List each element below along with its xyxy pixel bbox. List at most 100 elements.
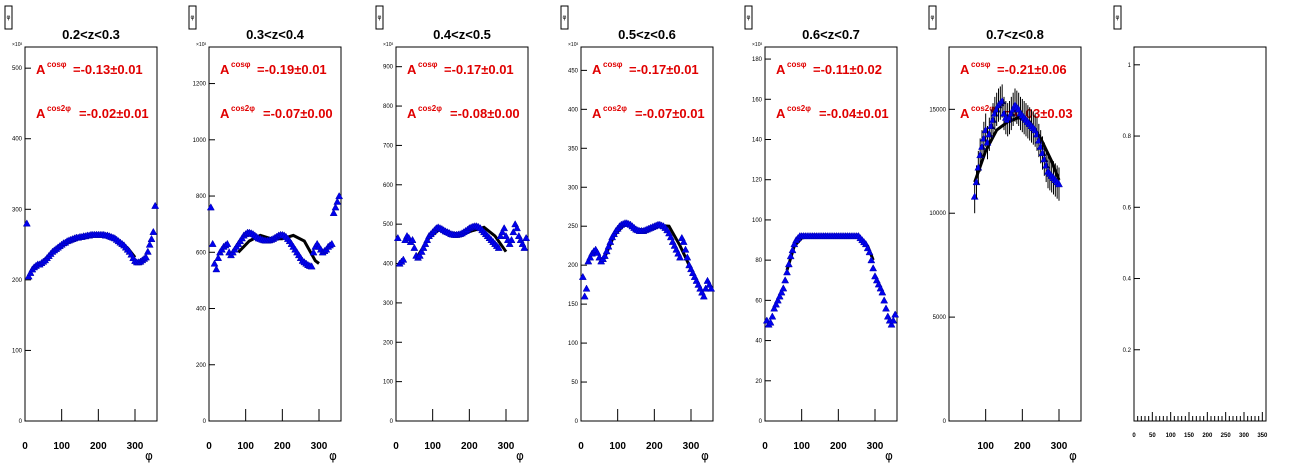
data-point bbox=[604, 242, 613, 250]
data-point bbox=[509, 228, 518, 236]
data-point bbox=[683, 253, 692, 261]
data-point bbox=[408, 235, 417, 243]
y-tick-label: 150 bbox=[568, 302, 579, 308]
data-point bbox=[779, 284, 788, 292]
x-tick-label: 300 bbox=[127, 441, 144, 452]
y-tick-label: 50 bbox=[571, 380, 578, 386]
annotation-superscript: cosφ bbox=[47, 60, 67, 69]
annotation-superscript: cosφ bbox=[971, 60, 991, 69]
y-tick-label: 0 bbox=[203, 419, 207, 425]
annotation-A: A bbox=[776, 62, 786, 77]
data-point bbox=[419, 243, 428, 251]
x-axis-label: φ bbox=[329, 449, 337, 463]
y-tick-label: 140 bbox=[752, 137, 763, 143]
y-tick-label: 800 bbox=[383, 104, 394, 110]
data-point bbox=[582, 284, 591, 292]
annotation-value: =-0.21±0.06 bbox=[997, 62, 1067, 77]
x-tick-label: 0 bbox=[762, 441, 768, 452]
y-tick-label: 250 bbox=[568, 224, 579, 230]
y-tick-label: 10000 bbox=[929, 211, 946, 217]
y-exponent-label: ×10³ bbox=[196, 42, 206, 48]
y-tick-label: 60 bbox=[755, 298, 762, 304]
y-tick-label: 100 bbox=[12, 348, 23, 354]
data-point bbox=[149, 227, 158, 235]
data-point bbox=[989, 115, 997, 123]
data-point bbox=[505, 239, 514, 247]
x-tick-label: 100 bbox=[53, 441, 70, 452]
data-point bbox=[676, 253, 684, 261]
data-point bbox=[701, 284, 710, 292]
data-point bbox=[208, 239, 217, 247]
data-point bbox=[307, 262, 316, 270]
data-point bbox=[393, 233, 402, 241]
data-point bbox=[976, 151, 985, 159]
phi-icon-box bbox=[928, 5, 937, 30]
data-point bbox=[784, 260, 793, 268]
y-tick-label: 500 bbox=[12, 66, 23, 72]
data-point bbox=[212, 265, 221, 273]
y-tick-label: 1200 bbox=[193, 82, 207, 88]
x-tick-label: 100 bbox=[237, 441, 254, 452]
y-tick-label: 120 bbox=[752, 178, 763, 184]
annotation-superscript: cosφ bbox=[418, 60, 438, 69]
data-point bbox=[584, 257, 593, 265]
phi-icon: φ bbox=[7, 14, 11, 21]
annotation-value: =-0.17±0.01 bbox=[629, 62, 699, 77]
chart-title: 0.4<z<0.5 bbox=[433, 27, 491, 42]
y-tick-label: 0 bbox=[759, 419, 763, 425]
x-tick-label: 0 bbox=[393, 441, 399, 452]
data-point bbox=[770, 304, 779, 312]
x-tick-label: 300 bbox=[867, 441, 884, 452]
data-point bbox=[331, 203, 340, 211]
annotation-superscript: cos2φ bbox=[47, 104, 71, 113]
data-point bbox=[887, 320, 896, 328]
data-point bbox=[882, 304, 890, 312]
data-point bbox=[210, 259, 219, 267]
x-tick-label: 100 bbox=[1166, 433, 1177, 439]
annotation-value: =-0.17±0.01 bbox=[444, 62, 514, 77]
chart-title: 0.6<z<0.7 bbox=[802, 27, 860, 42]
annotation-A: A bbox=[36, 106, 46, 121]
x-tick-label: 100 bbox=[424, 441, 441, 452]
y-tick-label: 400 bbox=[383, 262, 394, 268]
chart-title: 0.7<z<0.8 bbox=[986, 27, 1044, 42]
chart-panel-5: φ 0.6<z<0.7 ×10³ 0 20 40 60 80 100 120 140 160 180 0 1… bbox=[744, 5, 900, 463]
data-point bbox=[600, 251, 609, 259]
data-point bbox=[777, 288, 786, 296]
phi-icon: φ bbox=[563, 14, 567, 21]
y-tick-label: 200 bbox=[12, 278, 23, 284]
data-point bbox=[494, 243, 503, 251]
y-tick-label: 40 bbox=[755, 339, 762, 345]
y-tick-label: 400 bbox=[12, 137, 23, 143]
y-tick-label: 80 bbox=[755, 258, 762, 264]
annotation-superscript: cos2φ bbox=[787, 104, 811, 113]
y-tick-label: 100 bbox=[568, 341, 579, 347]
y-tick-label: 20 bbox=[755, 379, 762, 385]
data-point bbox=[681, 245, 690, 253]
y-tick-label: 0.6 bbox=[1123, 205, 1132, 211]
data-point bbox=[327, 239, 336, 247]
data-point bbox=[410, 243, 419, 251]
plot-frame bbox=[1133, 46, 1267, 422]
data-point bbox=[335, 192, 344, 200]
y-tick-label: 450 bbox=[568, 68, 579, 74]
x-tick-label: 0 bbox=[578, 441, 584, 452]
annotation-A: A bbox=[407, 106, 417, 121]
data-point bbox=[786, 252, 795, 260]
data-point bbox=[145, 240, 154, 248]
chart-title: 0.5<z<0.6 bbox=[618, 27, 676, 42]
y-tick-label: 180 bbox=[752, 57, 763, 63]
data-point bbox=[520, 243, 529, 251]
data-point bbox=[880, 296, 889, 304]
data-point bbox=[707, 284, 716, 292]
annotation-A: A bbox=[592, 62, 602, 77]
chart-panel-2: φ 0.3<z<0.4 ×10³ 0 200 400 600 800 1000 1200 0 100 2… bbox=[188, 5, 344, 463]
phi-icon: φ bbox=[191, 14, 195, 21]
data-point bbox=[333, 197, 342, 205]
data-point bbox=[578, 272, 587, 280]
annotation-value: =-0.02±0.01 bbox=[79, 106, 149, 121]
data-point bbox=[522, 233, 531, 241]
x-tick-label: 300 bbox=[311, 441, 328, 452]
y-tick-label: 600 bbox=[383, 183, 394, 189]
annotation-value: =-0.08±0.00 bbox=[450, 106, 520, 121]
